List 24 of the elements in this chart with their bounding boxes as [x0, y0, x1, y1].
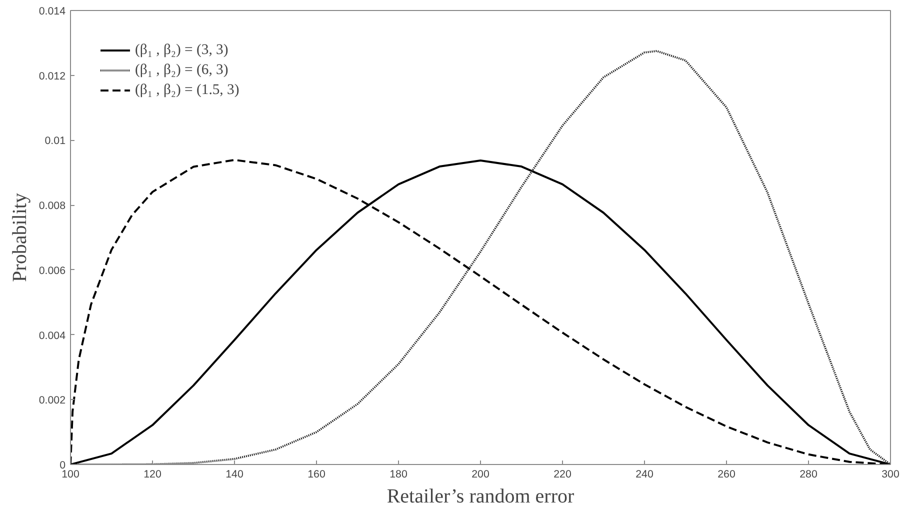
- y-axis-title: Probability: [8, 193, 31, 282]
- x-tick-label: 140: [226, 468, 244, 480]
- y-tick-label: 0.012: [38, 70, 66, 82]
- legend-label: (β₁ , β₂) = (1.5, 3): [135, 82, 240, 98]
- x-tick-label: 120: [144, 468, 162, 480]
- x-tick-label: 100: [62, 468, 80, 480]
- x-tick-label: 220: [554, 468, 572, 480]
- x-tick-label: 240: [636, 468, 654, 480]
- y-tick-label: 0.014: [38, 6, 66, 18]
- legend-label: (β₁ , β₂) = (3, 3): [135, 42, 228, 58]
- y-tick-label: 0.008: [38, 200, 66, 212]
- x-tick-label: 160: [308, 468, 326, 480]
- x-tick-label: 180: [390, 468, 408, 480]
- y-tick-label: 0.002: [38, 394, 66, 407]
- y-tick-label: 0: [60, 460, 66, 472]
- x-axis-title: Retailer’s random error: [386, 486, 575, 508]
- y-tick-label: 0.004: [38, 330, 66, 342]
- legend-label: (β₁ , β₂) = (6, 3): [135, 62, 228, 78]
- y-tick-label: 0.01: [44, 135, 66, 148]
- x-tick-label: 200: [472, 468, 490, 480]
- x-tick-label: 260: [718, 468, 736, 480]
- x-tick-label: 300: [882, 468, 900, 480]
- y-tick-label: 0.006: [38, 264, 66, 277]
- x-tick-label: 280: [800, 468, 818, 480]
